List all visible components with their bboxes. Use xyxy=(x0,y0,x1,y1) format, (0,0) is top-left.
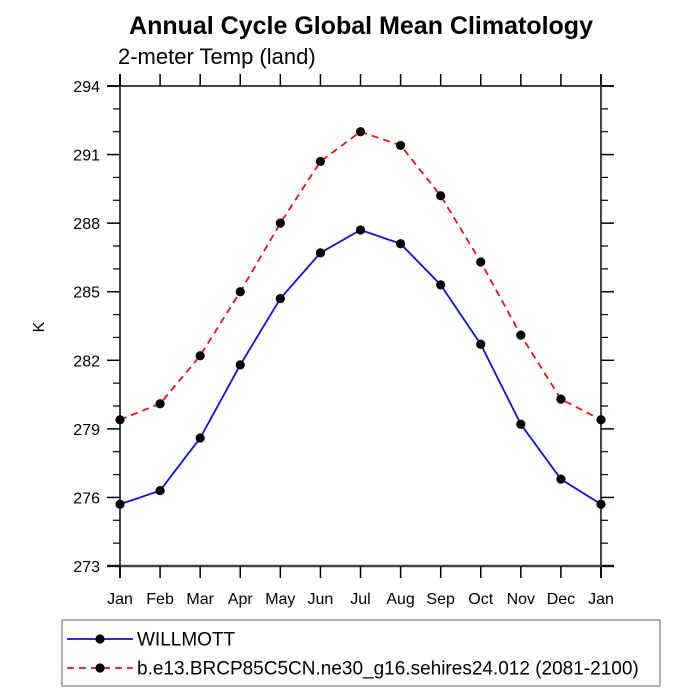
data-point-marker xyxy=(596,415,606,425)
data-point-marker xyxy=(395,140,406,151)
x-tick-label: Mar xyxy=(186,591,214,608)
legend-sample-marker xyxy=(95,663,105,673)
y-tick-label: 288 xyxy=(73,216,100,233)
y-tick-label: 273 xyxy=(73,559,100,576)
data-point-marker xyxy=(355,127,366,137)
x-tick-label: Dec xyxy=(547,591,575,608)
x-tick-label: Jan xyxy=(107,591,133,608)
data-point-marker xyxy=(155,485,165,496)
data-point-marker xyxy=(195,433,205,443)
data-point-marker xyxy=(275,218,285,228)
data-point-marker xyxy=(395,239,406,249)
legend-label: b.e13.BRCP85C5CN.ne30_g16.sehires24.012 … xyxy=(137,659,639,680)
series-line-model xyxy=(119,130,602,421)
data-point-marker xyxy=(436,280,446,290)
data-point-marker xyxy=(115,415,125,425)
data-point-marker xyxy=(315,156,326,167)
series-line-willmott xyxy=(119,229,602,506)
data-point-marker xyxy=(115,499,125,509)
x-tick-label: May xyxy=(265,591,295,608)
data-point-marker xyxy=(355,225,366,235)
x-tick-label: Oct xyxy=(468,591,493,608)
data-point-marker xyxy=(275,293,285,304)
data-point-marker xyxy=(556,474,566,484)
data-point-marker xyxy=(235,360,245,370)
y-tick-label: 282 xyxy=(73,353,100,370)
data-point-marker xyxy=(235,287,245,297)
chart-subtitle: 2-meter Temp (land) xyxy=(118,44,316,69)
y-tick-label: 285 xyxy=(73,285,100,302)
legend-box xyxy=(61,619,661,687)
data-point-marker xyxy=(516,330,526,340)
data-point-marker xyxy=(436,191,446,201)
y-tick-label: 294 xyxy=(73,79,100,96)
x-tick-label: Aug xyxy=(386,591,414,608)
x-tick-label: Apr xyxy=(228,591,254,608)
x-tick-label: Jan xyxy=(588,591,614,608)
x-tick-label: Jul xyxy=(350,591,370,608)
legend-sample-marker xyxy=(95,634,105,644)
x-tick-label: Nov xyxy=(507,591,535,608)
data-point-marker xyxy=(195,351,205,361)
y-tick-label: 276 xyxy=(73,490,100,507)
data-point-marker xyxy=(155,399,165,409)
x-tick-label: Jun xyxy=(308,591,334,608)
data-point-marker xyxy=(476,339,486,349)
y-axis-label: K xyxy=(31,321,48,332)
data-point-marker xyxy=(596,499,606,509)
data-point-marker xyxy=(516,419,526,429)
chart-title: Annual Cycle Global Mean Climatology xyxy=(129,12,593,40)
data-point-marker xyxy=(315,248,326,258)
x-tick-label: Feb xyxy=(146,591,174,608)
x-tick-label: Sep xyxy=(426,591,455,608)
y-tick-label: 279 xyxy=(73,422,100,439)
data-point-marker xyxy=(556,394,566,404)
y-tick-label: 291 xyxy=(73,148,100,165)
legend-label: WILLMOTT xyxy=(137,630,236,651)
data-point-marker xyxy=(476,257,486,267)
